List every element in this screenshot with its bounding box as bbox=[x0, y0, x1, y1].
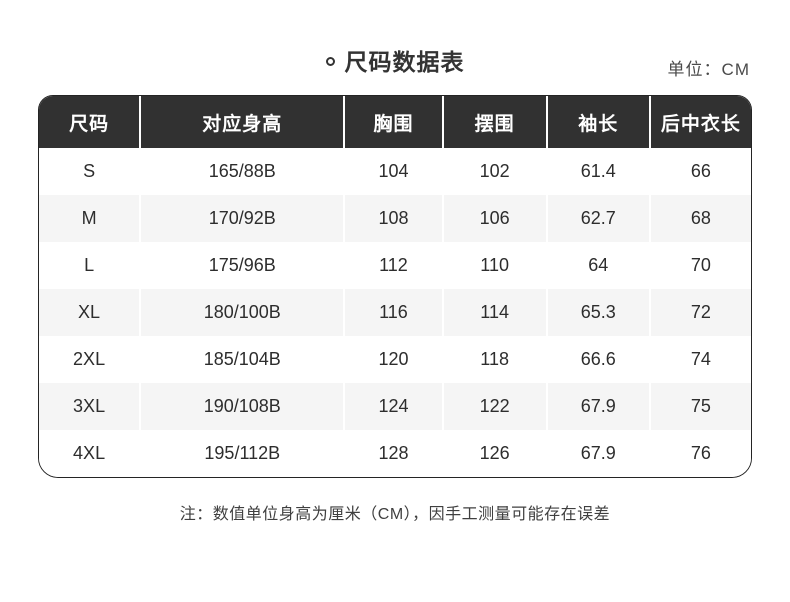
hem-cell: 118 bbox=[441, 336, 547, 383]
height-cell: 170/92B bbox=[139, 195, 345, 242]
header-row: 尺码 对应身高 胸围 摆围 袖长 后中衣长 bbox=[39, 96, 751, 148]
table-row: XL 180/100B 116 114 65.3 72 bbox=[39, 289, 751, 336]
chest-cell: 108 bbox=[343, 195, 443, 242]
table-row: S 165/88B 104 102 61.4 66 bbox=[39, 148, 751, 195]
height-cell: 165/88B bbox=[139, 148, 345, 195]
chest-cell: 128 bbox=[343, 430, 443, 477]
sleeve-cell: 62.7 bbox=[545, 195, 650, 242]
col-header-chest: 胸围 bbox=[343, 96, 443, 148]
chest-cell: 120 bbox=[343, 336, 443, 383]
height-cell: 180/100B bbox=[139, 289, 345, 336]
table-row: M 170/92B 108 106 62.7 68 bbox=[39, 195, 751, 242]
chest-cell: 124 bbox=[343, 383, 443, 430]
height-cell: 185/104B bbox=[139, 336, 345, 383]
measurement-note: 注：数值单位身高为厘米（CM），因手工测量可能存在误差 bbox=[179, 506, 611, 523]
back-length-cell: 66 bbox=[648, 148, 751, 195]
table-body: S 165/88B 104 102 61.4 66 M 170/92B 108 … bbox=[39, 148, 751, 477]
col-header-hem: 摆围 bbox=[441, 96, 547, 148]
sleeve-cell: 67.9 bbox=[545, 383, 650, 430]
sleeve-cell: 65.3 bbox=[545, 289, 650, 336]
back-length-cell: 68 bbox=[648, 195, 751, 242]
size-cell: S bbox=[39, 148, 141, 195]
col-header-sleeve: 袖长 bbox=[545, 96, 650, 148]
table-row: 4XL 195/112B 128 126 67.9 76 bbox=[39, 430, 751, 477]
page-title: 尺码数据表 bbox=[0, 42, 790, 82]
chest-cell: 104 bbox=[343, 148, 443, 195]
size-table: 尺码 对应身高 胸围 摆围 袖长 后中衣长 S 165/88B 104 102 … bbox=[39, 96, 751, 477]
size-cell: L bbox=[39, 242, 141, 289]
table-row: 2XL 185/104B 120 118 66.6 74 bbox=[39, 336, 751, 383]
sleeve-cell: 67.9 bbox=[545, 430, 650, 477]
col-header-back-length: 后中衣长 bbox=[648, 96, 751, 148]
table-row: L 175/96B 112 110 64 70 bbox=[39, 242, 751, 289]
size-table-container: 尺码 对应身高 胸围 摆围 袖长 后中衣长 S 165/88B 104 102 … bbox=[38, 95, 752, 478]
height-cell: 190/108B bbox=[139, 383, 345, 430]
unit-label: 单位：CM bbox=[667, 60, 750, 79]
hem-cell: 102 bbox=[441, 148, 547, 195]
col-header-height: 对应身高 bbox=[139, 96, 345, 148]
sleeve-cell: 64 bbox=[545, 242, 650, 289]
back-length-cell: 75 bbox=[648, 383, 751, 430]
size-cell: M bbox=[39, 195, 141, 242]
hem-cell: 110 bbox=[441, 242, 547, 289]
chest-cell: 112 bbox=[343, 242, 443, 289]
page-title-text: 尺码数据表 bbox=[344, 49, 465, 75]
size-cell: XL bbox=[39, 289, 141, 336]
hem-cell: 122 bbox=[441, 383, 547, 430]
circle-marker-icon bbox=[325, 57, 335, 67]
sleeve-cell: 61.4 bbox=[545, 148, 650, 195]
title-row: 尺码数据表 单位：CM bbox=[0, 42, 790, 82]
size-cell: 2XL bbox=[39, 336, 141, 383]
back-length-cell: 74 bbox=[648, 336, 751, 383]
chest-cell: 116 bbox=[343, 289, 443, 336]
table-row: 3XL 190/108B 124 122 67.9 75 bbox=[39, 383, 751, 430]
hem-cell: 126 bbox=[441, 430, 547, 477]
back-length-cell: 70 bbox=[648, 242, 751, 289]
height-cell: 195/112B bbox=[139, 430, 345, 477]
size-cell: 4XL bbox=[39, 430, 141, 477]
sleeve-cell: 66.6 bbox=[545, 336, 650, 383]
size-cell: 3XL bbox=[39, 383, 141, 430]
back-length-cell: 72 bbox=[648, 289, 751, 336]
back-length-cell: 76 bbox=[648, 430, 751, 477]
hem-cell: 114 bbox=[441, 289, 547, 336]
hem-cell: 106 bbox=[441, 195, 547, 242]
table-header: 尺码 对应身高 胸围 摆围 袖长 后中衣长 bbox=[39, 96, 751, 148]
col-header-size: 尺码 bbox=[39, 96, 141, 148]
height-cell: 175/96B bbox=[139, 242, 345, 289]
